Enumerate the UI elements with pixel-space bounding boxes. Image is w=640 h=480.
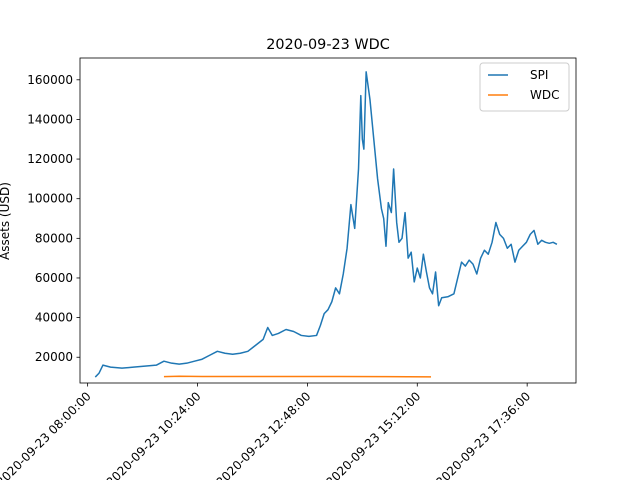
legend: SPI WDC <box>479 62 570 112</box>
y-tick-label: 160000 <box>27 73 73 87</box>
y-tick-label: 80000 <box>35 231 73 245</box>
y-tick-label: 40000 <box>35 311 73 325</box>
series-line-spi <box>94 71 558 378</box>
y-tick-label: 100000 <box>27 192 73 206</box>
y-tick-label: 120000 <box>27 152 73 166</box>
y-tick-label: 140000 <box>27 112 73 126</box>
y-axis-label: Assets (USD) <box>0 182 12 260</box>
legend-label-spi: SPI <box>530 68 548 82</box>
legend-label-wdc: WDC <box>530 88 559 102</box>
plot-area <box>94 71 558 378</box>
axes-frame <box>79 57 577 384</box>
y-tick-label: 60000 <box>35 271 73 285</box>
series-line-wdc <box>163 375 432 378</box>
y-tick-label: 20000 <box>35 350 73 364</box>
legend-frame <box>479 62 570 112</box>
chart-title: 2020-09-23 WDC <box>266 37 390 53</box>
